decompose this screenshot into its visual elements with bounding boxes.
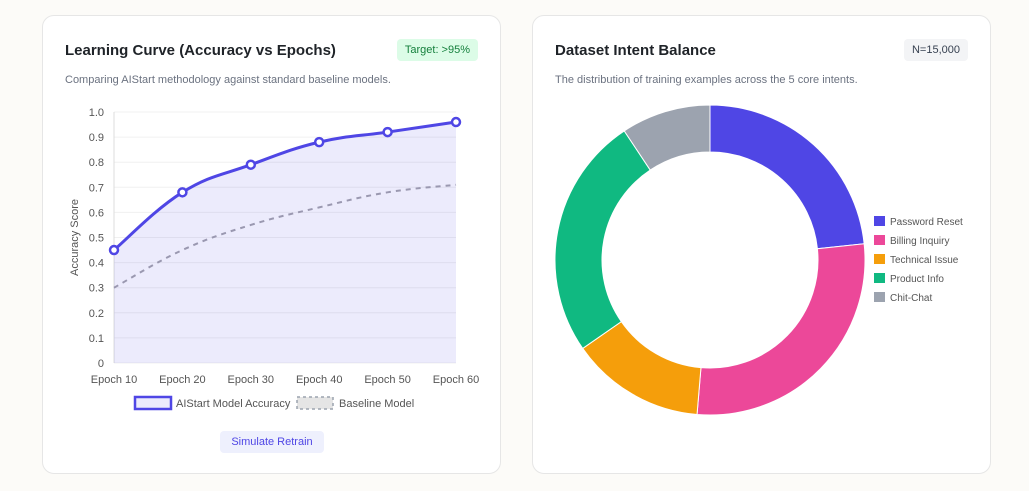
card-title: Dataset Intent Balance: [555, 42, 716, 59]
learning-curve-chart: 0 0.1 0.2 0.3 0.4 0.5 0.6 0.7 0.8 0.9 1.0 Epoch 10 E…: [69, 107, 479, 411]
accuracy-point: [450, 116, 462, 128]
donut-slice-billing-inquiry: [696, 243, 866, 416]
x-tick-label: Epoch 50: [364, 374, 410, 386]
accuracy-line: [113, 120, 457, 252]
y-tick-label: 0: [98, 358, 104, 370]
accuracy-point: [108, 244, 120, 256]
legend-label: AIStart Model Accuracy: [176, 398, 291, 410]
card-subtitle: Comparing AIStart methodology against st…: [65, 74, 391, 86]
y-tick-label: 0.7: [89, 182, 104, 194]
accuracy-point: [382, 126, 393, 138]
legend-label: Product Info: [890, 274, 944, 285]
legend-swatch: [874, 273, 885, 283]
card-title: Learning Curve (Accuracy vs Epochs): [65, 42, 336, 59]
legend-label: Baseline Model: [339, 398, 414, 410]
x-tick-label: Epoch 60: [433, 374, 479, 386]
accuracy-point: [177, 187, 188, 198]
y-tick-label: 0.6: [89, 207, 104, 219]
legend-label: Technical Issue: [890, 255, 959, 266]
legend-swatch: [874, 216, 885, 226]
accuracy-point: [313, 136, 325, 148]
legend-label: Chit-Chat: [890, 293, 932, 304]
card-subtitle: The distribution of training examples ac…: [555, 74, 858, 86]
donut-slice-product-info: [554, 130, 651, 350]
y-tick-label: 0.8: [89, 157, 104, 169]
y-tick-label: 0.9: [89, 132, 104, 144]
legend-swatch: [874, 235, 885, 245]
x-tick-label: Epoch 10: [91, 374, 137, 386]
learning-curve-card: Learning Curve (Accuracy vs Epochs) Targ…: [42, 15, 501, 474]
y-tick-label: 0.2: [89, 308, 104, 320]
legend-label: Billing Inquiry: [890, 236, 949, 247]
y-tick-label: 0.3: [89, 283, 104, 295]
intent-donut-chart: Password Reset Billing Inquiry Technical I…: [554, 104, 963, 416]
legend-swatch: [874, 292, 885, 302]
intent-balance-card: Dataset Intent Balance N=15,000 The dist…: [532, 15, 991, 474]
x-tick-label: Epoch 40: [296, 374, 342, 386]
y-axis-label: Accuracy Score: [69, 199, 81, 276]
accuracy-point: [245, 159, 257, 170]
y-tick-label: 0.5: [89, 233, 104, 245]
legend-swatch-accuracy: [133, 395, 173, 411]
x-tick-label: Epoch 20: [159, 374, 205, 386]
legend-swatch: [874, 254, 885, 264]
x-tick-label: Epoch 30: [228, 374, 274, 386]
y-tick-label: 1.0: [89, 107, 104, 119]
y-tick-label: 0.1: [89, 333, 104, 345]
donut-slice-chit-chat: [623, 104, 711, 171]
donut-slice-password-reset: [709, 104, 865, 250]
y-tick-label: 0.4: [89, 258, 104, 270]
target-badge: Target: >95%: [396, 39, 478, 61]
legend-label: Password Reset: [890, 217, 963, 228]
simulate-retrain-button[interactable]: Simulate Retrain: [220, 431, 324, 453]
accuracy-area: [114, 122, 456, 363]
legend-swatch-baseline: [296, 396, 334, 410]
sample-count-badge: N=15,000: [903, 39, 968, 61]
